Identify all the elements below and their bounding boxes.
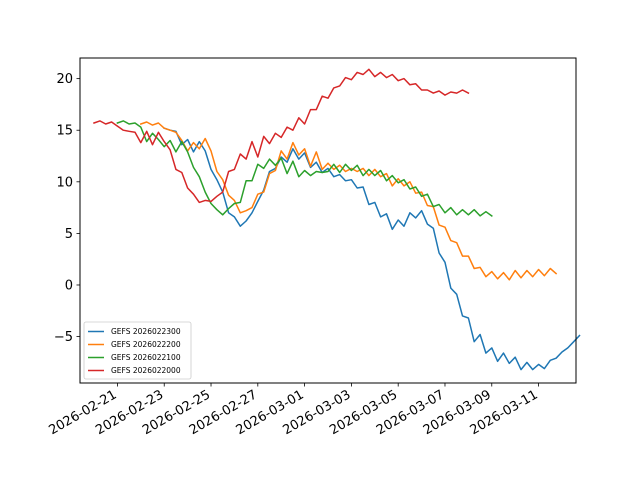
y-axis: −5 0 5 10 15 20 (54, 72, 80, 345)
series-line-1 (139, 121, 558, 281)
series-line-3 (93, 68, 470, 204)
legend-label-0: GEFS 2026022300 (111, 327, 181, 336)
series-line-2 (116, 120, 493, 217)
legend-box (83, 321, 192, 380)
legend-label-1: GEFS 2026022200 (111, 340, 181, 349)
y-tick-label: 10 (56, 175, 73, 190)
y-tick-label: 20 (56, 72, 73, 87)
y-tick-label: 15 (56, 124, 73, 139)
series-line-0 (163, 127, 581, 371)
legend-label-3: GEFS 2026022000 (111, 366, 181, 375)
y-tick-label: −5 (54, 330, 73, 345)
y-tick-label: 0 (65, 278, 73, 293)
legend-label-2: GEFS 2026022100 (111, 353, 181, 362)
axes-frame (79, 57, 577, 384)
y-tick-label: 5 (65, 227, 73, 242)
series-layer (93, 68, 581, 371)
legend: GEFS 2026022300 GEFS 2026022200 GEFS 20260… (83, 321, 192, 380)
